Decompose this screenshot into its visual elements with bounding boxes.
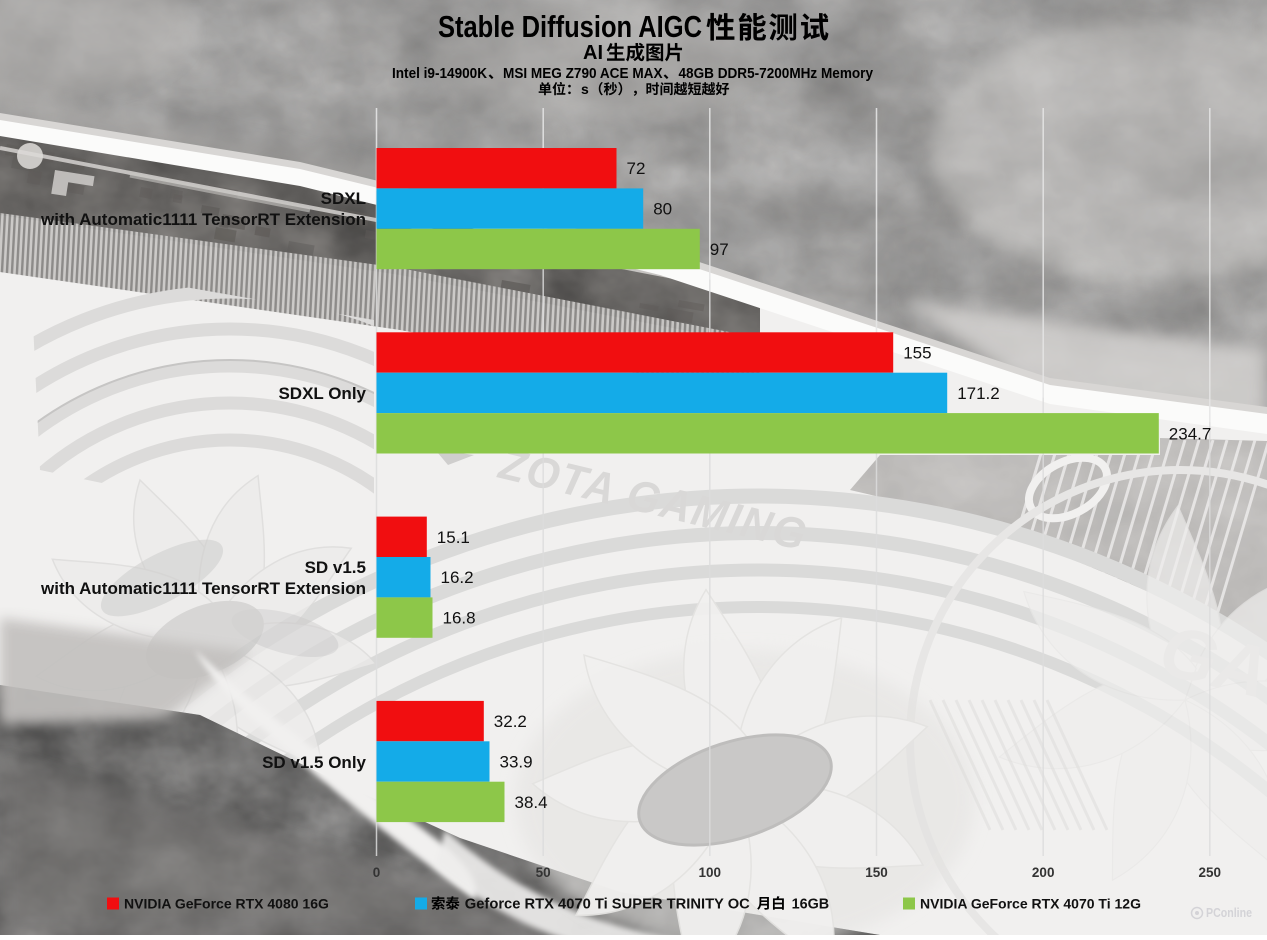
svg-text:48GB DDR5-7200MHz Memory: 48GB DDR5-7200MHz Memory <box>679 65 874 82</box>
svg-text:Intel i9-14900K: Intel i9-14900K <box>392 65 487 82</box>
svg-text:PConline: PConline <box>1206 906 1252 920</box>
svg-text:AI: AI <box>583 42 603 64</box>
svg-text:s: s <box>581 81 589 97</box>
svg-text:155: 155 <box>903 344 931 363</box>
svg-text:50: 50 <box>536 865 551 880</box>
svg-text:15.1: 15.1 <box>437 528 470 547</box>
svg-text:MSI MEG Z790 ACE MAX: MSI MEG Z790 ACE MAX <box>503 65 663 82</box>
svg-text:SDXL: SDXL <box>321 189 366 208</box>
svg-text:33.9: 33.9 <box>500 753 533 772</box>
svg-text:NVIDIA GeForce RTX 4080 16G: NVIDIA GeForce RTX 4080 16G <box>124 896 329 912</box>
svg-text:150: 150 <box>865 865 888 880</box>
svg-text:16.8: 16.8 <box>443 609 476 628</box>
svg-text:with Automatic1111 TensorRT Ex: with Automatic1111 TensorRT Extension <box>40 210 366 229</box>
svg-text:234.7: 234.7 <box>1169 424 1212 443</box>
svg-text:80: 80 <box>653 200 672 219</box>
svg-text:72: 72 <box>627 159 646 178</box>
svg-text:97: 97 <box>710 240 729 259</box>
svg-text:16GB: 16GB <box>792 897 830 913</box>
svg-text:SD v1.5: SD v1.5 <box>305 558 366 577</box>
svg-text:NVIDIA GeForce RTX 4070 Ti 12G: NVIDIA GeForce RTX 4070 Ti 12G <box>920 896 1141 912</box>
svg-text:171.2: 171.2 <box>957 384 1000 403</box>
svg-text:250: 250 <box>1199 865 1222 880</box>
svg-text:38.4: 38.4 <box>515 793 548 812</box>
svg-text:Geforce RTX 4070 Ti SUPER TRIN: Geforce RTX 4070 Ti SUPER TRINITY OC <box>465 897 750 913</box>
svg-text:Stable Diffusion AIGC: Stable Diffusion AIGC <box>438 9 702 44</box>
svg-text:200: 200 <box>1032 865 1055 880</box>
svg-text:SD v1.5 Only: SD v1.5 Only <box>262 753 366 772</box>
svg-text:SDXL Only: SDXL Only <box>278 384 366 403</box>
svg-text:with Automatic1111 TensorRT Ex: with Automatic1111 TensorRT Extension <box>40 579 366 598</box>
svg-text:16.2: 16.2 <box>441 568 474 587</box>
svg-text:100: 100 <box>699 865 722 880</box>
svg-text:0: 0 <box>373 865 381 880</box>
svg-text:32.2: 32.2 <box>494 712 527 731</box>
